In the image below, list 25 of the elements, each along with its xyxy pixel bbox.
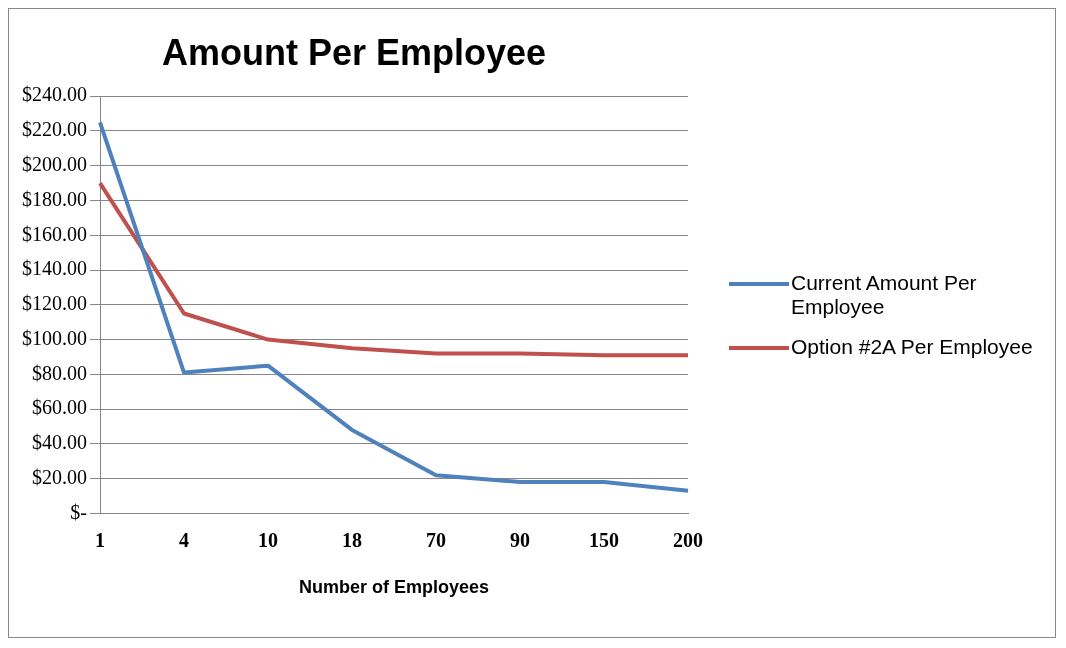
y-tick-label: $160.00 [22, 222, 87, 245]
y-tick-label: $220.00 [22, 118, 87, 141]
y-tick-label: $60.00 [32, 396, 87, 419]
y-tick-label: $100.00 [22, 326, 87, 349]
y-tick-label: $80.00 [32, 361, 87, 384]
y-tick-label: $140.00 [22, 257, 87, 280]
legend-label: Option #2A Per Employee [791, 335, 1034, 359]
x-tick-label: 4 [179, 528, 189, 551]
x-tick-label: 200 [673, 528, 703, 551]
y-tick-label: $- [70, 500, 87, 523]
x-tick-label: 10 [258, 528, 278, 551]
x-tick-label: 90 [510, 528, 530, 551]
legend-label: Current Amount Per Employee [791, 271, 978, 319]
y-tick-label: $180.00 [22, 187, 87, 210]
y-tick-label: $240.00 [22, 83, 87, 106]
x-tick-label: 1 [95, 528, 105, 551]
x-tick-label: 70 [426, 528, 446, 551]
chart-title: Amount Per Employee [161, 31, 547, 73]
y-tick-label: $40.00 [32, 431, 87, 454]
y-tick-label: $20.00 [32, 465, 87, 488]
x-tick-label: 150 [589, 528, 619, 551]
x-axis-title: Number of Employees [298, 577, 490, 598]
y-tick-label: $200.00 [22, 152, 87, 175]
y-tick-label: $120.00 [22, 292, 87, 315]
x-tick-label: 18 [342, 528, 362, 551]
